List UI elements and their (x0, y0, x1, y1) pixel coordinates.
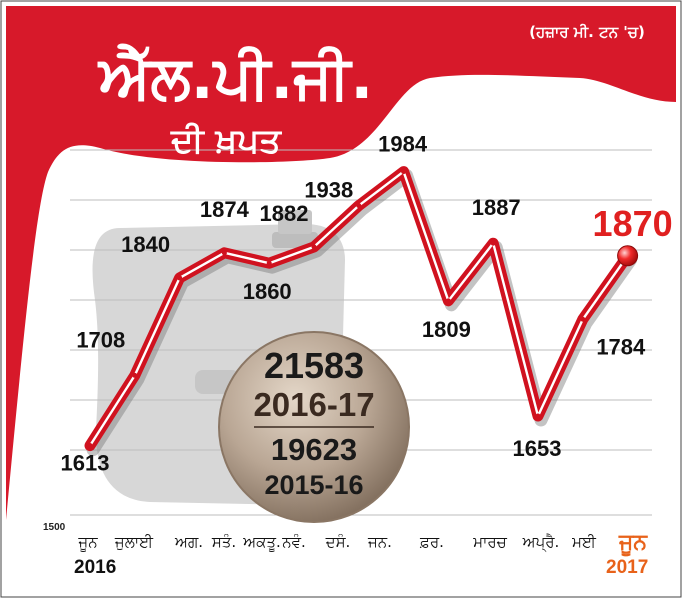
data-point (356, 203, 362, 209)
data-label: 1840 (121, 232, 170, 257)
data-point (132, 372, 138, 378)
data-point (580, 316, 586, 322)
data-point-highlight (617, 245, 639, 267)
title-banner (6, 6, 676, 520)
data-label: 1613 (61, 451, 110, 476)
data-point (221, 250, 227, 256)
x-tick-label: ਮਾਰਚ (472, 533, 507, 551)
data-label: 1887 (472, 195, 521, 220)
data-point (401, 169, 407, 175)
y-tick-label: 1500 (43, 522, 66, 533)
year-label-start: 2016 (74, 557, 116, 578)
data-label: 1984 (378, 132, 428, 157)
x-tick-label: ਦਸੰ. (325, 533, 351, 551)
data-label: 1708 (76, 327, 125, 352)
previous-total: 19623 (271, 432, 357, 467)
data-point (490, 240, 496, 246)
previous-year: 2015-16 (264, 470, 363, 500)
x-tick-label: ਜੂਨ (77, 533, 98, 551)
x-tick-label: ਅਕਤੂ. (242, 533, 281, 551)
series-line-group (84, 166, 639, 457)
data-point (311, 244, 317, 250)
data-label: 1784 (596, 334, 646, 359)
data-label-highlight: 1870 (593, 203, 673, 244)
current-total: 21583 (264, 345, 364, 386)
x-tick-label: ਸਤੰ. (211, 533, 236, 551)
x-axis-labels: ਜੂਨ ਜੁਲਾਈ ਅਗ. ਸਤੰ. ਅਕਤੂ. ਨਵੰ. ਦਸੰ. ਜਨ. ਫ਼ਰ. ਮਾਰਚ ਅ… (77, 530, 648, 558)
unit-note: (ਹਜ਼ਾਰ ਮੀ. ਟਨ 'ਚ) (529, 23, 645, 41)
x-tick-label: ਜੁਲਾਈ (114, 533, 154, 551)
current-year: 2016-17 (253, 386, 374, 423)
x-tick-label: ਜਨ. (367, 533, 392, 551)
x-tick-label: ਨਵੰ. (281, 533, 306, 551)
data-label: 1860 (243, 279, 292, 304)
year-label-end: 2017 (606, 557, 648, 578)
data-label: 1809 (422, 317, 471, 342)
data-label: 1874 (200, 197, 250, 222)
x-tick-label: ਅਗ. (174, 533, 203, 551)
chart-title: ਐੱਲ.ਪੀ.ਜੀ. (97, 43, 373, 113)
data-label: 1938 (304, 178, 353, 203)
data-point (87, 443, 93, 449)
data-point (266, 260, 272, 266)
totals-medallion: 21583 2016-17 19623 2015-16 (218, 331, 410, 523)
data-point (177, 275, 183, 281)
x-tick-label: ਫ਼ਰ. (419, 533, 444, 551)
x-tick-label: ਜੂਨ (618, 530, 648, 558)
x-tick-label: ਅਪ੍ਰੈ. (522, 533, 560, 553)
chart-subtitle: ਦੀ ਖ਼ਪਤ (170, 121, 282, 161)
data-point (535, 413, 541, 419)
data-label: 1653 (513, 436, 562, 461)
data-point (445, 298, 451, 304)
data-label: 1882 (260, 201, 309, 226)
x-tick-label: ਮਈ (571, 533, 597, 551)
